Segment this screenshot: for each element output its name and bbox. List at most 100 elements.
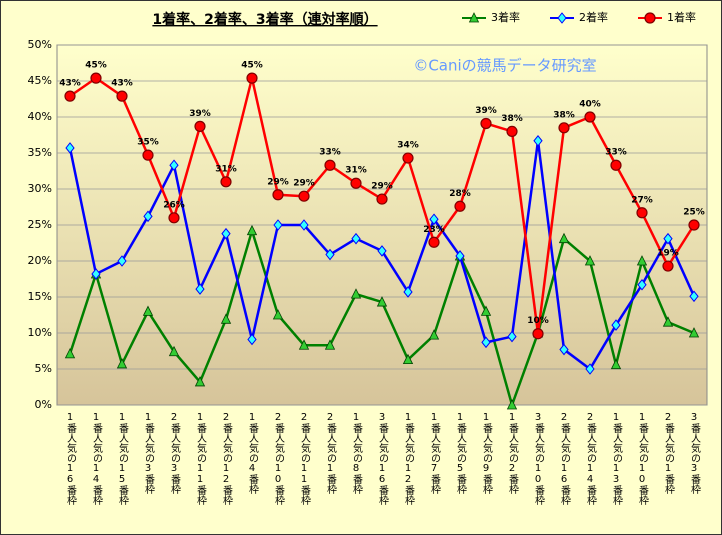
x-tick-label: 1番人気の13番枠 [611, 412, 623, 506]
point [168, 212, 180, 224]
point [455, 250, 465, 262]
point [325, 248, 335, 261]
x-tick-label: 1番人気の10番枠 [637, 412, 649, 506]
legend-label: 1着率 [667, 10, 696, 24]
value-label: 29% [371, 182, 393, 192]
chart-title: 1着率、2着率、3着率（連対率順） [152, 11, 377, 28]
y-tick-label: 5% [35, 362, 52, 375]
point [91, 268, 101, 280]
point [532, 328, 544, 340]
value-label: 26% [163, 200, 185, 210]
point [611, 319, 621, 331]
x-tick-label: 3番人気の3番枠 [689, 412, 701, 495]
y-tick-label: 0% [35, 398, 52, 411]
point [558, 122, 570, 134]
x-tick-label: 1番人気の12番枠 [403, 412, 415, 506]
point [168, 345, 180, 357]
value-label: 40% [579, 100, 601, 110]
x-tick-label: 3番人気の10番枠 [533, 412, 545, 506]
y-tick-label: 20% [28, 254, 52, 267]
x-tick-label: 1番人気の4番枠 [247, 412, 259, 495]
x-tick-label: 1番人気の7番枠 [429, 412, 441, 495]
value-label: 45% [241, 61, 263, 71]
point [221, 227, 231, 240]
point [428, 236, 440, 248]
point [637, 278, 647, 291]
legend-label: 3着率 [491, 10, 520, 24]
point [481, 336, 491, 349]
point [247, 333, 257, 346]
point [454, 200, 466, 212]
point [402, 353, 414, 365]
point [298, 339, 310, 350]
point [90, 72, 102, 84]
value-label: 39% [189, 109, 211, 119]
x-tick-label: 2番人気の11番枠 [299, 412, 311, 506]
point [376, 296, 388, 307]
point [610, 358, 622, 370]
point [142, 305, 154, 316]
x-tick-label: 2番人気の1番枠 [663, 412, 675, 495]
point [272, 189, 284, 201]
point [663, 232, 673, 245]
point [142, 149, 154, 161]
point [143, 210, 153, 223]
value-label: 31% [345, 166, 367, 176]
x-tick-label: 1番人気の16番枠 [65, 412, 77, 506]
point [506, 125, 518, 137]
x-tick-label: 2番人気の1番枠 [325, 412, 337, 495]
point [558, 232, 570, 244]
x-tick-label: 2番人気の12番枠 [221, 412, 233, 506]
point [403, 286, 413, 298]
point [507, 330, 517, 343]
x-tick-label: 1番人気の2番枠 [507, 412, 519, 495]
point [376, 193, 388, 205]
y-tick-label: 25% [28, 218, 52, 231]
x-tick-label: 2番人気の16番枠 [559, 412, 571, 506]
y-tick-label: 15% [28, 290, 52, 303]
x-tick-label: 1番人気の3番枠 [143, 412, 155, 495]
value-label: 29% [293, 179, 315, 189]
value-label: 39% [475, 106, 497, 116]
point [480, 305, 492, 316]
value-label: 31% [215, 164, 237, 174]
point [273, 219, 283, 231]
point [480, 117, 492, 130]
point [220, 313, 232, 324]
point [585, 363, 595, 375]
y-tick-label: 35% [28, 146, 52, 159]
point [117, 255, 127, 267]
point [350, 177, 362, 189]
point [688, 219, 700, 231]
value-label: 23% [423, 225, 445, 235]
value-label: 45% [85, 61, 107, 71]
point [220, 176, 232, 188]
y-tick-label: 50% [28, 38, 52, 51]
point [195, 283, 205, 295]
value-label: 29% [267, 177, 289, 187]
value-label: 38% [553, 110, 575, 120]
point [64, 90, 76, 102]
point [636, 207, 648, 219]
point [169, 159, 179, 172]
value-label: 25% [683, 208, 705, 218]
x-tick-label: 2番人気の14番枠 [585, 412, 597, 506]
value-label: 27% [631, 195, 653, 205]
annotation: ©Caniの競馬データ研究室 [413, 57, 596, 75]
point [584, 111, 596, 123]
point [64, 347, 76, 359]
point [350, 288, 362, 299]
value-label: 19% [657, 249, 679, 259]
point [402, 152, 414, 164]
point [194, 120, 206, 132]
value-label: 10% [527, 316, 549, 326]
x-tick-label: 2番人気の3番枠 [169, 412, 181, 495]
value-label: 33% [319, 148, 341, 158]
y-tick-label: 40% [28, 110, 52, 123]
point [377, 245, 387, 257]
value-label: 33% [605, 148, 627, 158]
value-label: 43% [59, 79, 81, 89]
x-tick-label: 1番人気の5番枠 [455, 412, 467, 495]
point [429, 213, 439, 226]
